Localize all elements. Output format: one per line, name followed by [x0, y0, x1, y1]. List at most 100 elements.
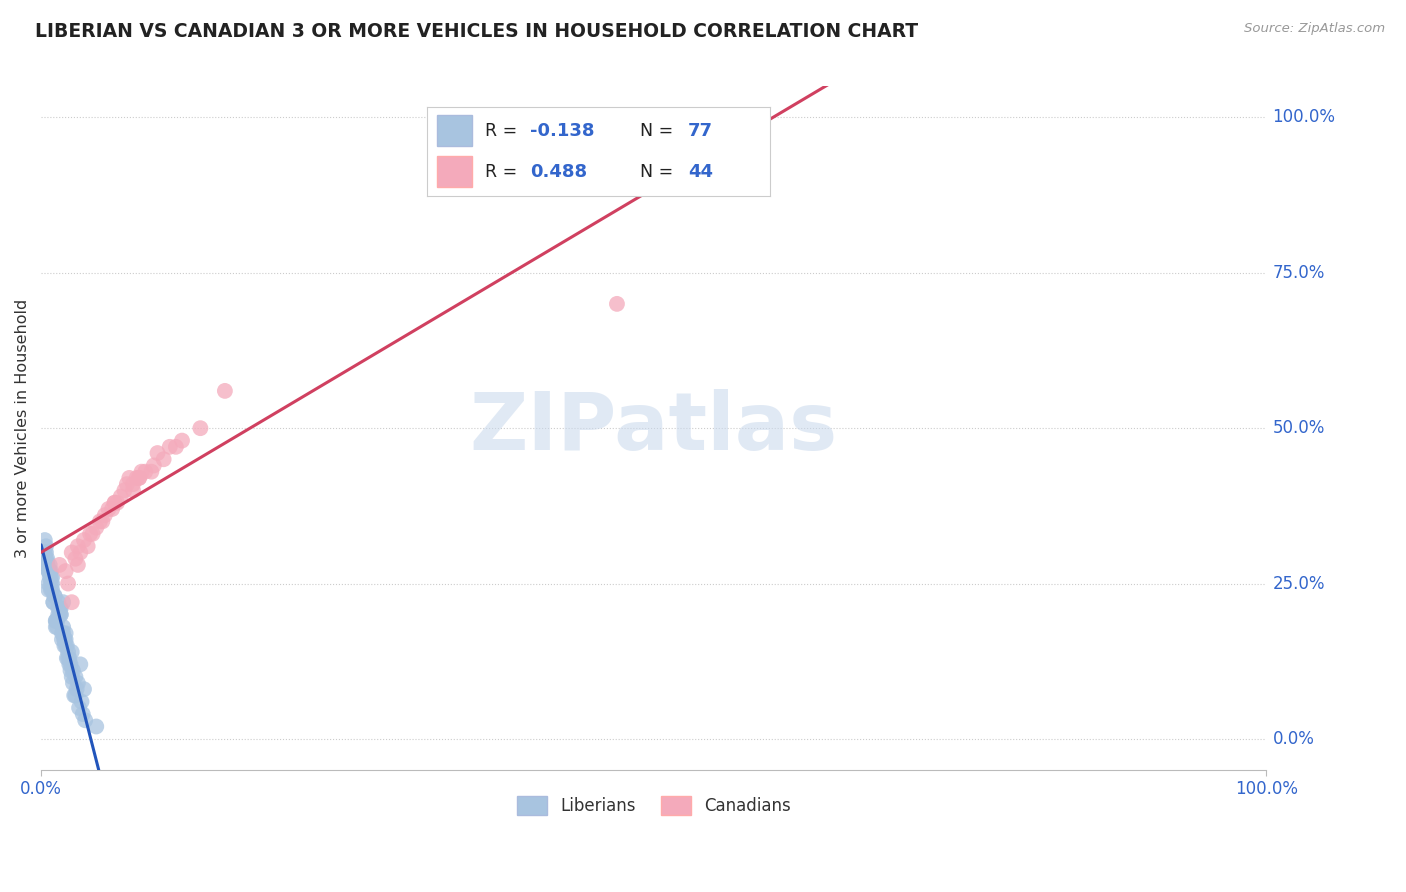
Text: LIBERIAN VS CANADIAN 3 OR MORE VEHICLES IN HOUSEHOLD CORRELATION CHART: LIBERIAN VS CANADIAN 3 OR MORE VEHICLES …: [35, 22, 918, 41]
Point: [46, 607, 69, 622]
Point: [122, 483, 145, 498]
Point: [82, 526, 104, 541]
Point: [46, 620, 69, 634]
Point: [104, 496, 127, 510]
Point: [42, 595, 65, 609]
Point: [44, 589, 66, 603]
Point: [73, 533, 96, 547]
Text: 50.0%: 50.0%: [1272, 419, 1324, 437]
Y-axis label: 3 or more Vehicles in Household: 3 or more Vehicles in Household: [15, 299, 30, 558]
Point: [38, 570, 60, 584]
Point: [112, 483, 135, 498]
Point: [45, 614, 67, 628]
Point: [122, 477, 145, 491]
Point: [60, 545, 83, 559]
Point: [104, 496, 127, 510]
Point: [62, 676, 84, 690]
Text: 75.0%: 75.0%: [1272, 264, 1324, 282]
Point: [45, 620, 67, 634]
Point: [66, 558, 89, 572]
Point: [170, 434, 193, 448]
Point: [48, 558, 70, 572]
Point: [56, 651, 79, 665]
Point: [152, 452, 174, 467]
Point: [141, 465, 163, 479]
Point: [37, 576, 59, 591]
Point: [66, 539, 89, 553]
Point: [55, 626, 77, 640]
Point: [79, 526, 101, 541]
Text: 100.0%: 100.0%: [1272, 109, 1336, 127]
Point: [128, 471, 150, 485]
Point: [49, 601, 72, 615]
Point: [37, 582, 59, 597]
Point: [51, 626, 73, 640]
Point: [35, 551, 58, 566]
Point: [70, 695, 93, 709]
Point: [52, 626, 75, 640]
Point: [115, 477, 138, 491]
Point: [39, 582, 62, 597]
Point: [59, 657, 82, 672]
Text: 25.0%: 25.0%: [1272, 574, 1324, 592]
Point: [37, 558, 59, 572]
Point: [46, 614, 69, 628]
Point: [60, 670, 83, 684]
Point: [89, 515, 111, 529]
Point: [60, 595, 83, 609]
Point: [65, 551, 87, 566]
Point: [58, 651, 80, 665]
Point: [46, 601, 69, 615]
Point: [41, 576, 63, 591]
Point: [56, 576, 79, 591]
Point: [49, 607, 72, 622]
Point: [606, 297, 628, 311]
Point: [72, 707, 94, 722]
Point: [48, 607, 70, 622]
Point: [146, 446, 169, 460]
Point: [48, 601, 70, 615]
Point: [37, 564, 59, 578]
Point: [105, 496, 128, 510]
Point: [101, 502, 124, 516]
Point: [55, 632, 77, 647]
Point: [52, 620, 75, 634]
Point: [45, 614, 67, 628]
Point: [55, 639, 77, 653]
Point: [69, 545, 91, 559]
Point: [42, 595, 65, 609]
Point: [37, 558, 59, 572]
Point: [214, 384, 236, 398]
Point: [41, 570, 63, 584]
Point: [60, 645, 83, 659]
Point: [56, 651, 79, 665]
Point: [37, 558, 59, 572]
Point: [46, 595, 69, 609]
Point: [41, 582, 63, 597]
Point: [91, 515, 114, 529]
Point: [118, 471, 141, 485]
Point: [56, 639, 79, 653]
Point: [69, 657, 91, 672]
Point: [73, 682, 96, 697]
Point: [142, 458, 165, 473]
Text: Source: ZipAtlas.com: Source: ZipAtlas.com: [1244, 22, 1385, 36]
Point: [66, 682, 89, 697]
Point: [58, 657, 80, 672]
Point: [35, 545, 58, 559]
Point: [37, 564, 59, 578]
Point: [53, 632, 76, 647]
Point: [39, 576, 62, 591]
Point: [190, 421, 212, 435]
Point: [65, 689, 87, 703]
Point: [65, 670, 87, 684]
Point: [97, 502, 120, 516]
Point: [131, 465, 153, 479]
Point: [35, 539, 58, 553]
Point: [53, 639, 76, 653]
Point: [728, 111, 751, 125]
Point: [75, 713, 97, 727]
Text: ZIPatlas: ZIPatlas: [470, 389, 838, 467]
Point: [84, 520, 107, 534]
Point: [125, 471, 148, 485]
